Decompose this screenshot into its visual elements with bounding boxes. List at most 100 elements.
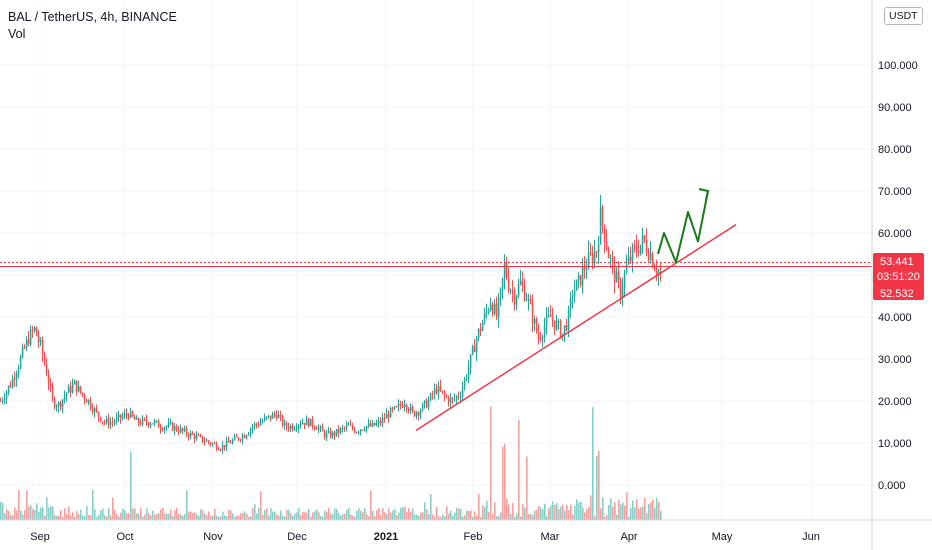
candle-body <box>83 394 86 400</box>
candle-body <box>429 393 432 401</box>
candle-body <box>357 432 360 434</box>
currency-button[interactable]: USDT <box>884 7 923 25</box>
volume-bar <box>472 516 474 520</box>
candle-body <box>473 346 476 353</box>
volume-bar <box>202 510 204 520</box>
volume-bar <box>48 507 50 520</box>
volume-bar <box>218 516 220 520</box>
volume-bar <box>562 504 564 520</box>
x-tick-label: Mar <box>541 531 560 543</box>
candle-body <box>93 408 96 413</box>
candle-body <box>489 304 492 311</box>
volume-bar <box>284 516 286 520</box>
volume-bar <box>10 514 12 520</box>
volume-bar <box>112 497 114 520</box>
candle-body <box>437 385 440 393</box>
candle-body <box>439 385 442 391</box>
candle-body <box>235 436 238 438</box>
candle-body <box>5 391 8 399</box>
volume-bar <box>434 516 436 520</box>
candle-body <box>171 422 174 431</box>
volume-bar <box>164 513 166 520</box>
candle-body <box>525 300 528 302</box>
volume-bar <box>334 508 336 520</box>
volume-bar <box>592 407 594 520</box>
candle-body <box>103 421 106 423</box>
volume-bar <box>54 514 56 520</box>
candle-body <box>311 418 314 427</box>
candle-body <box>543 325 546 337</box>
volume-bar <box>264 510 266 520</box>
volume-bar <box>196 514 198 520</box>
volume-bar <box>414 514 416 520</box>
volume-bar <box>476 515 478 520</box>
candle-body <box>507 277 510 291</box>
volume-bar <box>70 515 72 520</box>
volume-bar <box>16 510 18 520</box>
candle-body <box>215 443 218 449</box>
volume-bar <box>132 508 134 520</box>
y-tick-label: 10.000 <box>878 438 912 450</box>
volume-bar <box>382 508 384 520</box>
volume-bar <box>398 512 400 520</box>
candle-body <box>19 356 22 369</box>
volume-bar <box>128 513 130 520</box>
candle-body <box>405 404 408 410</box>
candle-body <box>69 386 72 393</box>
volume-bar <box>120 512 122 520</box>
candle-body <box>203 441 206 443</box>
volume-bar <box>320 516 322 520</box>
trendline <box>415 223 737 432</box>
candle-body <box>249 429 252 434</box>
candle-body <box>163 427 166 431</box>
candle-body <box>623 272 626 288</box>
candle-body <box>647 252 650 260</box>
volume-label[interactable]: Vol <box>8 27 26 41</box>
candle-body <box>463 378 466 388</box>
candle-body <box>529 298 532 304</box>
candle-body <box>23 347 26 349</box>
candle-body <box>481 322 484 331</box>
volume-bar <box>536 509 538 520</box>
volume-bar <box>8 510 10 520</box>
volume-bar <box>126 513 128 520</box>
volume-bar <box>276 514 278 520</box>
candle-body <box>557 321 560 323</box>
candle-body <box>265 416 268 418</box>
candle-body <box>393 406 396 409</box>
candle-body <box>301 422 304 425</box>
candle-body <box>59 402 62 407</box>
symbol-title[interactable]: BAL / TetherUS, 4h, BINANCE <box>8 10 177 24</box>
candle-body <box>309 418 312 427</box>
volume-bar <box>548 508 550 520</box>
volume-bar <box>252 507 254 520</box>
volume-bar <box>178 513 180 520</box>
candle-body <box>315 428 318 430</box>
candle-body <box>331 432 334 438</box>
candle-body <box>29 329 32 345</box>
volume-bar <box>310 516 312 520</box>
candle-body <box>89 399 92 409</box>
volume-bar <box>608 504 610 520</box>
y-tick-label: 90.000 <box>878 102 912 114</box>
candle-body <box>383 417 386 419</box>
candle-body <box>253 423 256 427</box>
candle-body <box>107 418 110 426</box>
volume-bar <box>546 516 548 520</box>
candle-body <box>551 316 554 321</box>
candle-body <box>547 314 550 316</box>
volume-bar <box>138 513 140 520</box>
y-tick-label: 30.000 <box>878 354 912 366</box>
time-axis[interactable]: Sep Oct Nov Dec 2021 Feb Mar Apr May Jun <box>0 519 932 543</box>
volume-bar <box>206 515 208 520</box>
volume-bar <box>32 508 34 520</box>
candle-body <box>21 347 24 357</box>
volume-bar <box>78 514 80 520</box>
candle-body <box>337 428 340 433</box>
candle-body <box>131 411 134 417</box>
volume-bar <box>502 446 504 520</box>
volume-bar <box>412 508 414 520</box>
candle-body <box>325 432 328 438</box>
candle-body <box>9 385 12 388</box>
